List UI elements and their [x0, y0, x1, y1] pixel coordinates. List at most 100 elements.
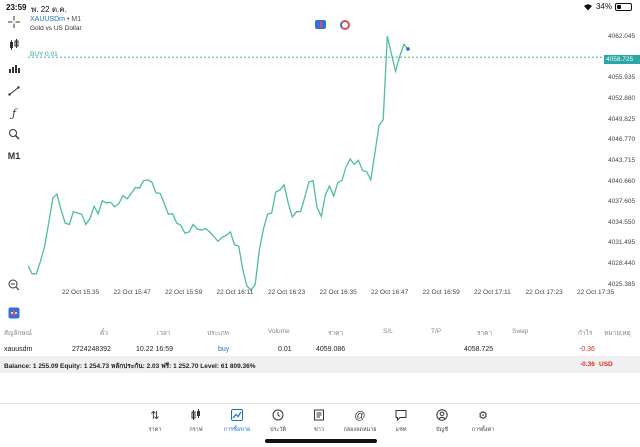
time-tick: 22 Oct 15:59: [165, 289, 203, 296]
price-tick: 4031.495: [608, 239, 636, 247]
time-tick: 22 Oct 16:23: [268, 289, 306, 296]
header-type: ประเภท: [207, 330, 229, 337]
nav-chat[interactable]: แชท: [381, 409, 421, 434]
battery-fill: [617, 4, 622, 9]
header-open-price: ราคา: [328, 330, 344, 337]
price-tick: 4043.715: [608, 156, 636, 164]
nav-label: ข่าว: [314, 427, 324, 433]
nav-charts[interactable]: กราฟ: [176, 409, 216, 434]
symbol-timeframe: • M1: [66, 16, 82, 23]
wifi-icon: [583, 3, 592, 10]
status-time: 23:59: [6, 3, 27, 12]
objects-icon[interactable]: [6, 83, 22, 99]
price-tick: 4055.935: [608, 74, 636, 82]
time-tick: 22 Oct 16:35: [319, 289, 357, 296]
header-profit: กำไร: [578, 330, 593, 337]
trade-icon: [230, 409, 244, 423]
function-icon[interactable]: ƒ: [11, 106, 17, 120]
time-tick: 22 Oct 17:23: [525, 289, 563, 296]
header-tp: T/P: [431, 328, 442, 335]
header-volume: Volume: [268, 328, 290, 335]
mailbox-icon: @: [354, 410, 366, 422]
row-time: 10.22 16:59: [136, 346, 173, 353]
header-time: เวลา: [157, 330, 171, 337]
price-tick: 4052.880: [608, 95, 636, 103]
account-icon: [435, 409, 449, 423]
buy-line-label: BUY 0.01: [30, 51, 58, 58]
news-icon: [312, 409, 326, 423]
nav-trade[interactable]: การซื้อขาย: [217, 409, 257, 434]
price-tick: 4046.770: [608, 136, 636, 144]
current-price-label: 4058.725: [604, 55, 640, 65]
balance-summary: Balance: 1 255.09 Equity: 1 254.73 หลักป…: [4, 363, 256, 370]
header-comment: หมายเหตุ: [604, 330, 631, 337]
nav-account[interactable]: บัญชี: [422, 409, 462, 434]
chart-type-icon[interactable]: [6, 37, 22, 53]
header-ticket: ตั๋ว: [100, 330, 108, 337]
status-right: 34%: [583, 2, 632, 11]
time-tick: 22 Oct 16:11: [216, 289, 254, 296]
time-tick: 22 Oct 16:47: [371, 289, 409, 296]
nav-settings[interactable]: ⚙ การตั้งค่า: [463, 409, 503, 434]
total-profit-currency: USD: [599, 361, 613, 368]
status-bar: 23:59 พ. 22 ต.ค. 34%: [0, 0, 640, 14]
history-icon: [271, 409, 285, 423]
last-price-point: [406, 47, 410, 51]
trade-table: สัญลักษณ์ ตั๋ว เวลา ประเภท Volume ราคา S…: [0, 323, 640, 383]
time-tick: 22 Oct 15:47: [113, 289, 151, 296]
nav-news[interactable]: ข่าว: [299, 409, 339, 434]
time-tick: 22 Oct 15:35: [62, 289, 100, 296]
row-volume: 0.01: [278, 346, 292, 353]
trade-panel-icon[interactable]: [315, 20, 326, 29]
timeframe-button[interactable]: M1: [7, 151, 21, 161]
price-tick: 4040.660: [608, 177, 636, 185]
row-current-price: 4058.725: [464, 346, 494, 353]
sync-icon[interactable]: [340, 20, 350, 30]
nav-history[interactable]: ประวัติ: [258, 409, 298, 434]
nav-quotes[interactable]: ⇅ ราคา: [135, 409, 175, 434]
crosshair-icon[interactable]: [6, 14, 22, 30]
symbol-name: XAUUSDm: [30, 16, 66, 23]
chart-svg: [27, 36, 604, 291]
nav-label: การซื้อขาย: [223, 427, 251, 433]
nav-label: กล่องจดหมาย: [343, 427, 377, 433]
home-indicator: [265, 439, 377, 443]
symbol-description: Gold vs US Dollar: [30, 25, 82, 32]
chart-toolbar: ƒ M1: [0, 14, 28, 319]
header-swap: Swap: [512, 328, 529, 335]
balance-row: Balance: 1 255.09 Equity: 1 254.73 หลักป…: [0, 356, 640, 373]
price-tick: 4025.385: [608, 280, 636, 288]
nav-mailbox[interactable]: @ กล่องจดหมาย: [340, 409, 380, 434]
battery-icon: [615, 2, 632, 11]
object-list-icon[interactable]: [6, 126, 22, 142]
indicators-icon[interactable]: [6, 60, 22, 76]
chart-center-icons: [315, 20, 350, 30]
header-current-price: ราคา: [477, 330, 493, 337]
total-profit: -0.36: [580, 361, 595, 368]
price-tick: 4049.825: [608, 115, 636, 123]
settings-icon: ⚙: [478, 410, 488, 422]
nav-label: ประวัติ: [269, 427, 287, 433]
row-type: buy: [218, 346, 230, 353]
row-symbol[interactable]: xauusdm: [4, 346, 33, 353]
price-tick: 4028.440: [608, 260, 636, 268]
price-chart[interactable]: [27, 14, 604, 311]
price-tick: 4034.550: [608, 218, 636, 226]
battery-percent: 34%: [595, 2, 612, 11]
one-click-trading-icon[interactable]: [6, 305, 22, 321]
chat-icon: [394, 409, 408, 423]
row-profit: -0.36: [579, 346, 595, 353]
row-ticket: 2724248392: [72, 346, 111, 353]
time-tick: 22 Oct 16:59: [422, 289, 460, 296]
header-symbol: สัญลักษณ์: [4, 330, 32, 337]
nav-label: การตั้งค่า: [471, 427, 495, 433]
price-tick: 4037.605: [608, 198, 636, 206]
quotes-icon: ⇅: [150, 410, 160, 422]
symbol-title: XAUUSDm • M1: [30, 16, 81, 23]
time-tick: 22 Oct 17:11: [474, 289, 511, 296]
row-open-price: 4059.086: [316, 346, 346, 353]
nav-label: กราฟ: [189, 427, 203, 433]
zoom-icon[interactable]: [6, 277, 22, 293]
nav-label: แชท: [395, 427, 407, 433]
